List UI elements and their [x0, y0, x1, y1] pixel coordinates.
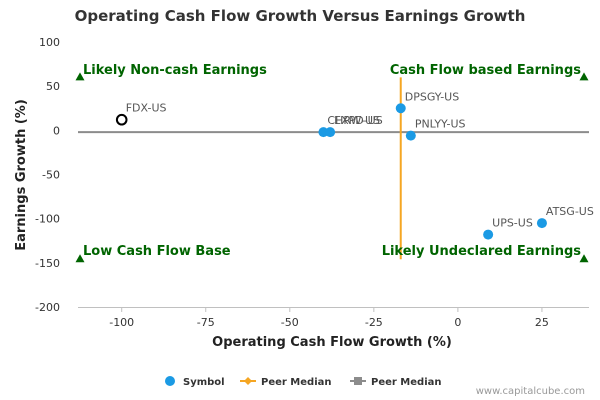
x-tick-label: -25 — [365, 316, 383, 329]
x-tick-label: -100 — [109, 316, 134, 329]
quadrant-marker-icon — [579, 254, 589, 263]
data-point — [405, 130, 416, 141]
x-tick-label: -50 — [281, 316, 299, 329]
data-point — [536, 218, 547, 229]
quadrant-label-top-right: Cash Flow based Earnings — [390, 63, 581, 78]
x-tick-label: -75 — [197, 316, 215, 329]
quadrant-marker-icon — [75, 72, 85, 81]
credit-text: www.capitalcube.com — [476, 386, 585, 397]
quadrant-label-bottom-left: Low Cash Flow Base — [83, 244, 231, 259]
y-tick-label: -100 — [35, 213, 60, 226]
chart-title: Operating Cash Flow Growth Versus Earnin… — [75, 7, 526, 25]
legend: Symbol Peer Median Peer Median — [165, 376, 442, 388]
quadrant-marker-icon — [75, 254, 85, 263]
data-point-label: EXPD-US — [334, 114, 383, 127]
legend-label: Peer Median — [261, 377, 332, 388]
data-point — [395, 103, 406, 114]
quadrant-label-top-left: Likely Non-cash Earnings — [83, 63, 267, 78]
x-tick-label: 0 — [454, 316, 461, 329]
y-tick-label: -50 — [42, 169, 60, 182]
axes: -100 -75 -50 -25 0 25 100 50 0 -50 -100 -150 -200 — [35, 36, 589, 329]
data-point-label: PNLYY-US — [415, 118, 466, 131]
x-axis-title: Operating Cash Flow Growth (%) — [212, 335, 452, 350]
legend-square-icon — [354, 377, 362, 385]
y-tick-label: -150 — [35, 257, 60, 270]
y-axis-title: Earnings Growth (%) — [14, 99, 29, 251]
data-point-label: FDX-US — [126, 102, 167, 115]
quadrant-marker-icon — [579, 72, 589, 81]
data-point-label: CHRW-US — [327, 114, 380, 127]
y-tick-label: 50 — [46, 80, 60, 93]
quadrant-label-bottom-right: Likely Undeclared Earnings — [382, 244, 582, 259]
legend-symbol-icon — [165, 376, 175, 386]
y-tick-label: 100 — [39, 36, 60, 49]
data-point — [325, 127, 336, 138]
legend-label: Symbol — [183, 377, 225, 388]
data-point-label: DPSGY-US — [405, 90, 459, 103]
legend-label: Peer Median — [371, 377, 442, 388]
data-point-label: UPS-US — [492, 217, 533, 230]
y-tick-label: 0 — [53, 124, 60, 137]
legend-diamond-icon — [244, 377, 252, 385]
data-point — [115, 113, 128, 126]
x-tick-label: 25 — [535, 316, 549, 329]
plot-area: Likely Non-cash Earnings Cash Flow based … — [75, 63, 594, 263]
y-tick-label: -200 — [35, 301, 60, 314]
data-point — [483, 229, 494, 240]
data-point-label: ATSG-US — [546, 205, 594, 218]
